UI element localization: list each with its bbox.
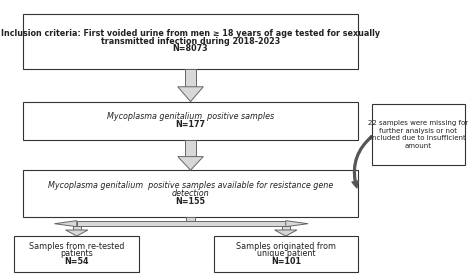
Text: amount: amount: [405, 143, 432, 149]
Polygon shape: [185, 140, 196, 157]
Text: Mycoplasma genitalium  positive samples: Mycoplasma genitalium positive samples: [107, 113, 274, 122]
Text: Mycoplasma genitalium  positive samples available for resistance gene: Mycoplasma genitalium positive samples a…: [48, 181, 333, 190]
Polygon shape: [55, 221, 77, 227]
Polygon shape: [77, 221, 286, 226]
Text: N=155: N=155: [175, 197, 206, 206]
Text: Inclusion criteria: First voided urine from men ≥ 18 years of age tested for sex: Inclusion criteria: First voided urine f…: [1, 29, 380, 38]
Text: N=177: N=177: [175, 120, 206, 129]
Text: N=101: N=101: [271, 257, 301, 266]
Polygon shape: [274, 230, 297, 236]
FancyBboxPatch shape: [372, 104, 465, 165]
Polygon shape: [282, 226, 290, 230]
Text: further analysis or not: further analysis or not: [379, 128, 457, 134]
FancyBboxPatch shape: [214, 236, 358, 272]
Polygon shape: [73, 226, 81, 230]
Polygon shape: [65, 230, 88, 236]
FancyArrowPatch shape: [352, 136, 373, 188]
Polygon shape: [178, 157, 203, 170]
FancyBboxPatch shape: [23, 14, 358, 69]
Text: unique patient: unique patient: [256, 249, 315, 258]
Polygon shape: [286, 221, 308, 227]
Text: N=8073: N=8073: [173, 45, 209, 53]
FancyBboxPatch shape: [23, 102, 358, 140]
Text: detection: detection: [172, 189, 210, 198]
Text: patients: patients: [60, 249, 93, 258]
Polygon shape: [185, 69, 196, 87]
Text: Samples from re-tested: Samples from re-tested: [29, 242, 125, 251]
Text: 22 samples were missing for: 22 samples were missing for: [368, 120, 468, 126]
FancyBboxPatch shape: [23, 170, 358, 217]
FancyBboxPatch shape: [14, 236, 139, 272]
Text: Samples originated from: Samples originated from: [236, 242, 336, 251]
Text: N=54: N=54: [64, 257, 89, 266]
Polygon shape: [178, 87, 203, 102]
Polygon shape: [186, 217, 195, 221]
Text: transmitted infection during 2018-2023: transmitted infection during 2018-2023: [101, 37, 280, 46]
Text: included due to insufficient: included due to insufficient: [370, 135, 466, 141]
